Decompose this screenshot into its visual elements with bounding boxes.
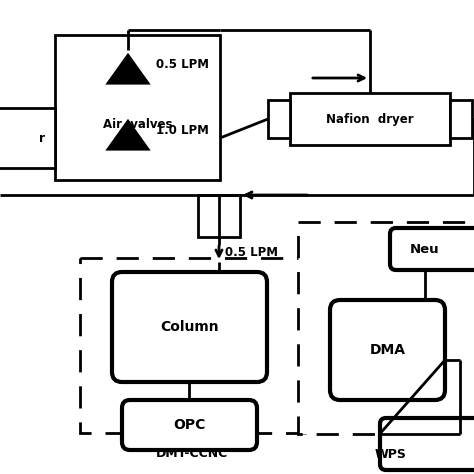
Bar — [298, 222, 474, 434]
Text: WPS: WPS — [374, 448, 406, 461]
Text: 1.0 LPM: 1.0 LPM — [156, 124, 209, 137]
Text: DMT-CCNC: DMT-CCNC — [156, 447, 228, 460]
Bar — [290, 93, 450, 145]
Bar — [450, 100, 472, 138]
Bar — [0, 108, 55, 168]
Bar — [198, 195, 240, 237]
Text: r: r — [39, 131, 45, 145]
Text: Air  valves: Air valves — [103, 118, 172, 131]
Bar — [55, 35, 220, 180]
Text: OPC: OPC — [173, 418, 206, 432]
Text: Nafion  dryer: Nafion dryer — [326, 112, 414, 126]
FancyBboxPatch shape — [122, 400, 257, 450]
Text: Column: Column — [160, 320, 219, 334]
FancyBboxPatch shape — [390, 228, 474, 270]
Text: DMA: DMA — [370, 343, 405, 357]
Text: 0.5 LPM: 0.5 LPM — [225, 246, 278, 258]
FancyBboxPatch shape — [380, 418, 474, 470]
Polygon shape — [108, 55, 148, 83]
Polygon shape — [108, 121, 148, 149]
FancyBboxPatch shape — [330, 300, 445, 400]
Text: 0.5 LPM: 0.5 LPM — [156, 57, 209, 71]
FancyBboxPatch shape — [112, 272, 267, 382]
Text: Neu: Neu — [410, 243, 440, 255]
Bar — [80, 258, 305, 433]
Bar — [268, 100, 290, 138]
